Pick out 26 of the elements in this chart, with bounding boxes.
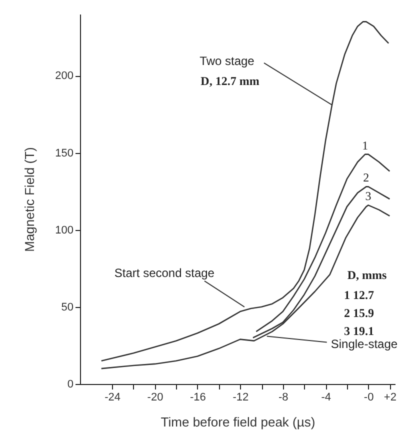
x-tick-label: -24	[104, 392, 120, 404]
series-label: 1	[362, 138, 368, 152]
annotation: Single-stage	[330, 337, 398, 352]
x-tick-label: -20	[147, 392, 164, 404]
annotation: Start second stage	[114, 266, 215, 280]
y-tick-label: 200	[55, 70, 74, 82]
annotation: 1 12.7	[344, 288, 374, 302]
y-tick-label: 0	[67, 378, 74, 390]
x-axis-title: Time before field peak (µs)	[160, 414, 316, 430]
x-tick-label: -16	[190, 392, 206, 404]
y-tick-label: 150	[55, 147, 74, 160]
x-tick-label: +2	[384, 392, 396, 404]
annotation: D, mms	[347, 268, 387, 282]
annotation: 3 19.1	[344, 324, 374, 338]
x-tick-label: -0	[364, 392, 374, 404]
x-tick-label: -8	[278, 392, 288, 404]
annotation: D, 12.7 mm	[200, 74, 260, 88]
annotation: 2 15.9	[344, 306, 374, 320]
x-tick-label: -12	[232, 392, 249, 404]
annotation: Two stage	[200, 54, 255, 68]
y-tick-label: 50	[61, 301, 74, 314]
x-tick-label: -4	[321, 392, 331, 404]
y-axis-title: Magnetic Field (T)	[22, 147, 38, 252]
y-tick-label: 100	[55, 224, 74, 236]
series-label: 3	[365, 189, 372, 204]
series-label: 2	[363, 170, 370, 185]
